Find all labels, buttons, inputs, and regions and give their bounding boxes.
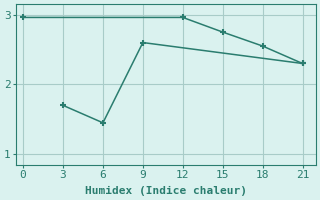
X-axis label: Humidex (Indice chaleur): Humidex (Indice chaleur) [85,186,247,196]
